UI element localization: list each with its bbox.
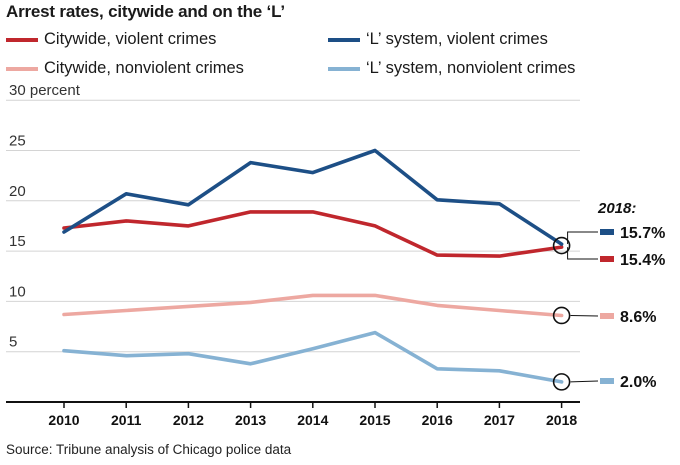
x-tick-label-2011: 2011 [111,412,142,428]
y-tick-label-25: 25 [9,133,26,150]
x-tick-label-2013: 2013 [235,412,266,428]
legend-swatch-l-violent [328,37,360,42]
y-tick-label-15: 15 [9,233,26,250]
x-tick-label-2016: 2016 [422,412,453,428]
x-tick-label-2012: 2012 [173,412,204,428]
series-line-l-nonviolent [62,330,564,384]
annotation-label-l-nonviolent: 2.0% [620,374,656,391]
annotation-swatch-l-violent [600,229,614,235]
legend-label-l-nonviolent: ‘L’ system, nonviolent crimes [366,59,576,77]
source-note: Source: Tribune analysis of Chicago poli… [6,442,292,457]
legend-item-citywide-violent: Citywide, violent crimes [6,30,216,49]
legend-swatch-citywide-violent [6,37,38,42]
annotation-swatch-l-nonviolent [600,378,614,384]
annotation-swatch-citywide-violent [600,256,614,262]
annotation-leader-l-nonviolent [570,380,599,383]
annotation-label-l-violent: 15.7% [620,225,665,242]
series-line-citywide-violent [62,210,564,258]
legend-item-l-nonviolent: ‘L’ system, nonviolent crimes [328,59,575,78]
annotation-header: 2018: [597,200,636,217]
annotation-leader-citywide-violent [567,247,598,260]
legend-item-l-violent: ‘L’ system, violent crimes [328,30,548,49]
annotation-label-citywide-violent: 15.4% [620,252,665,269]
series-line-citywide-nonviolent [62,293,564,318]
x-tick-label-2015: 2015 [359,412,390,428]
end-marker-citywide-nonviolent [552,306,571,325]
annotation-swatch-citywide-nonviolent [600,313,614,319]
annotation-label-citywide-nonviolent: 8.6% [620,309,656,326]
y-axis-unit-label: 30 percent [9,82,81,99]
legend-item-citywide-nonviolent: Citywide, nonviolent crimes [6,59,244,78]
annotation-leader-l-violent [567,231,598,245]
chart-title: Arrest rates, citywide and on the ‘L’ [6,2,285,21]
x-tick-label-2010: 2010 [48,412,79,428]
y-tick-label-5: 5 [9,334,17,351]
legend-label-citywide-violent: Citywide, violent crimes [44,30,217,48]
legend-swatch-citywide-nonviolent [6,66,38,71]
x-tick-label-2017: 2017 [484,412,515,428]
x-tick-label-2018: 2018 [546,412,577,428]
y-tick-label-20: 20 [9,183,26,200]
series-line-l-violent [62,148,564,246]
annotation-leader-citywide-nonviolent [570,314,599,317]
end-marker-l-nonviolent [552,373,571,391]
legend-swatch-l-nonviolent [328,66,360,71]
end-marker-violent [552,236,571,255]
legend-label-citywide-nonviolent: Citywide, nonviolent crimes [44,59,244,77]
x-tick-label-2014: 2014 [297,412,328,428]
legend-label-l-violent: ‘L’ system, violent crimes [366,30,548,48]
y-tick-label-10: 10 [9,283,26,300]
